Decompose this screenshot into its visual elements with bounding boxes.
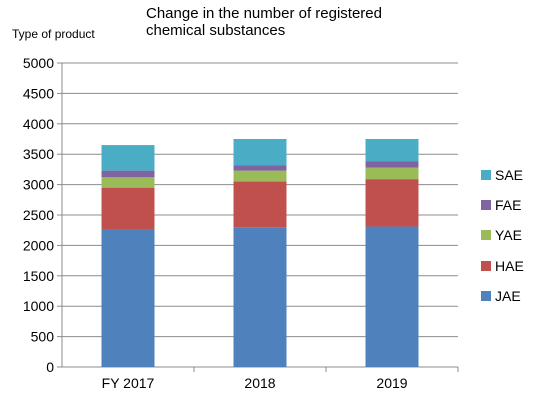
bar-segment-fae [101, 170, 155, 178]
bar-segment-jae [365, 226, 419, 367]
chart-title-line-2: chemical substances [146, 22, 286, 39]
legend-item-hae: HAE [481, 251, 524, 281]
legend-label: HAE [495, 257, 524, 274]
y-tick-label: 4000 [23, 116, 54, 132]
legend-label: YAE [495, 227, 522, 244]
bar-segment-hae [101, 187, 155, 229]
legend-item-yae: YAE [481, 220, 524, 250]
bar-segment-hae [233, 181, 287, 228]
legend-swatch [481, 200, 491, 211]
legend-label: JAE [495, 287, 521, 304]
legend-swatch [481, 170, 491, 181]
bar-segment-fae [233, 165, 287, 171]
bar-segment-yae [233, 170, 287, 182]
legend-swatch [481, 230, 491, 241]
legend-swatch [481, 290, 491, 301]
legend-item-fae: FAE [481, 190, 524, 220]
bar-segment-sae [101, 145, 155, 171]
bar-segment-yae [101, 177, 155, 188]
y-tick-label: 0 [46, 359, 54, 375]
chart-title: Change in the number of registered chemi… [146, 5, 382, 39]
bar-segment-jae [233, 227, 287, 367]
chart-title-line-1: Change in the number of registered [146, 5, 382, 22]
chart-legend: SAE FAE YAE HAE JAE [481, 160, 524, 311]
y-tick-label: 5000 [23, 55, 54, 71]
x-tick-label: FY 2017 [102, 375, 155, 391]
legend-label: SAE [495, 167, 524, 184]
legend-item-jae: JAE [481, 281, 524, 311]
y-axis-label: Type of product [12, 27, 95, 41]
y-tick-label: 500 [31, 329, 55, 345]
bar-segment-sae [365, 139, 419, 162]
x-tick-label: 2019 [376, 375, 407, 391]
bar-segment-fae [365, 161, 419, 168]
y-tick-label: 3500 [23, 146, 54, 162]
y-tick-label: 2000 [23, 237, 54, 253]
y-tick-label: 4500 [23, 85, 54, 101]
legend-label: FAE [495, 197, 522, 214]
y-tick-label: 1500 [23, 268, 54, 284]
bar-segment-hae [365, 179, 419, 227]
y-tick-label: 3000 [23, 177, 54, 193]
bar-segment-sae [233, 139, 287, 166]
legend-item-sae: SAE [481, 160, 524, 190]
legend-swatch [481, 260, 491, 271]
bar-segment-yae [365, 167, 419, 180]
bar-segment-jae [101, 228, 155, 367]
y-tick-label: 2500 [23, 207, 54, 223]
y-tick-label: 1000 [23, 298, 54, 314]
x-tick-label: 2018 [244, 375, 275, 391]
